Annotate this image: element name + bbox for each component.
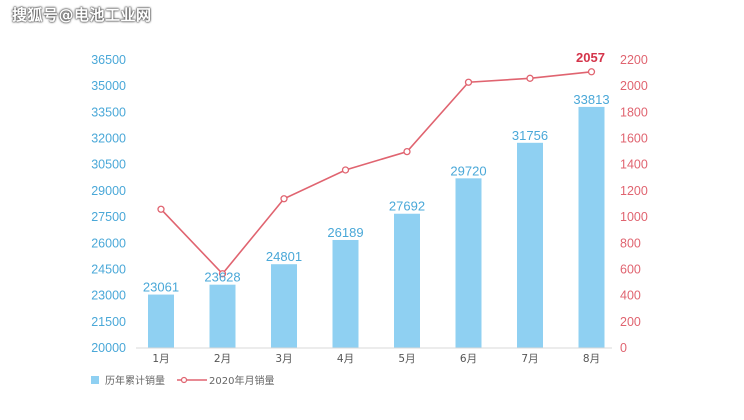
bar-value-label: 23628 [204,270,240,285]
line-series [157,68,596,278]
bar [148,294,174,348]
x-axis-tick-label: 5月 [398,353,415,365]
left-axis-tick-label: 29000 [91,184,126,198]
bar-value-label: 24801 [266,249,302,264]
line-point [526,74,534,82]
left-axis-tick-label: 32000 [91,132,126,146]
right-axis-tick-label: 600 [620,262,641,276]
bar-value-label: 33813 [573,92,609,107]
bar [578,106,605,348]
right-axis-tick-label: 1000 [620,210,648,224]
line-point [280,195,288,203]
bar-value-label: 29720 [450,163,486,178]
right-axis-tick-label: 800 [620,236,641,250]
left-axis-tick-label: 36500 [91,53,126,67]
x-axis-tick-label: 8月 [583,353,600,365]
left-axis-tick-label: 21500 [91,315,126,329]
left-axis-tick-label: 26000 [91,236,126,250]
right-axis-tick-label: 1600 [620,132,648,146]
peak-annotation: 2057 [576,50,605,65]
left-axis-tick-label: 30500 [91,158,126,172]
x-axis-tick-label: 6月 [460,353,477,365]
line-path [160,70,592,275]
bar [455,178,482,348]
x-axis-tick-label: 2月 [214,353,231,365]
legend-bar-swatch [91,376,99,384]
line-point [218,270,227,278]
watermark-text: 搜狐号@电池工业网 [12,6,152,24]
right-axis: 0 200 400 600 800 1000 1200 1400 1600 1800 2000 220… [620,53,648,355]
right-axis-tick-label: 1800 [620,105,648,119]
bar-value-label: 26189 [327,225,363,240]
left-axis-tick-label: 27500 [91,210,126,224]
bar [517,142,543,348]
legend-line-label: 2020年月销量 [209,374,274,387]
line-point [464,78,473,86]
left-axis-tick-label: 35000 [91,79,126,93]
right-axis-tick-label: 1200 [620,184,648,198]
bar [394,213,420,348]
line-point [341,166,350,174]
right-axis-tick-label: 2200 [620,53,648,67]
right-axis-tick-label: 0 [620,341,627,355]
legend-bar-label: 历年累计销量 [105,374,165,387]
bar-value-labels: 23061 23628 24801 26189 27692 29720 31756 33813… [143,50,610,295]
right-axis-tick-label: 1400 [620,158,648,172]
right-axis-tick-label: 2000 [620,79,648,93]
bar-value-label: 31756 [512,128,548,143]
left-axis-tick-label: 24500 [91,262,126,276]
x-axis-labels: 1月 2月 3月 4月 5月 6月 7月 8月 [152,353,600,365]
left-axis-tick-label: 20000 [91,341,126,355]
x-axis-tick-label: 3月 [275,353,292,365]
bar [209,284,236,348]
left-axis: 20000 21500 23000 24500 26000 27500 29000 30500… [91,53,126,355]
right-axis-tick-label: 400 [620,289,641,303]
left-axis-tick-label: 33500 [91,105,126,119]
x-axis-tick-label: 1月 [152,353,169,365]
line-point [403,147,411,156]
x-axis-tick-label: 7月 [521,353,538,365]
bar-series [148,106,605,348]
bar-value-label: 23061 [143,280,179,295]
bar-value-label: 27692 [389,199,425,214]
line-point [587,68,596,76]
legend-line-marker [180,376,188,384]
right-axis-tick-label: 200 [620,315,641,329]
line-point [157,205,165,213]
left-axis-tick-label: 23000 [91,289,126,303]
bar [271,264,297,348]
legend: 历年累计销量 2020年月销量 [91,374,274,387]
bar [332,239,359,348]
x-axis-tick-label: 4月 [337,353,354,365]
